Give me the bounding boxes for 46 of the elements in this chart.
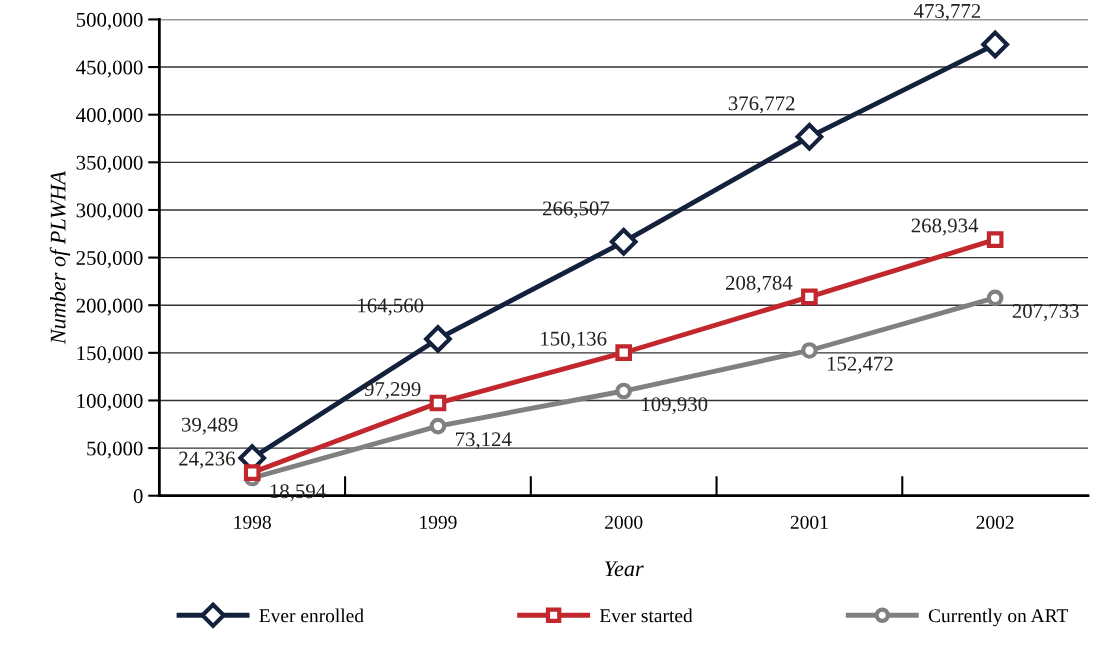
data-label: 24,236 — [179, 451, 235, 469]
y-tick-label: 0 — [133, 489, 143, 504]
point — [615, 344, 633, 362]
y-tick-label: 150,000 — [77, 346, 143, 364]
data-label: 97,299 — [364, 382, 421, 400]
data-label: 268,934 — [911, 218, 979, 236]
x-tick-label: 1999 — [420, 515, 457, 529]
y-tick-label: 100,000 — [77, 393, 143, 411]
x-tick-label: 2000 — [605, 515, 643, 529]
y-tick-label: 300,000 — [76, 203, 143, 221]
point — [609, 227, 638, 256]
point — [981, 30, 1010, 59]
point — [986, 231, 1004, 248]
data-label: 150,136 — [541, 331, 607, 349]
point — [795, 122, 824, 151]
data-label: 208,784 — [725, 275, 793, 293]
legend-label: Ever enrolled — [259, 608, 364, 623]
point — [986, 289, 1004, 307]
point — [424, 325, 452, 353]
x-axis-title: Year — [604, 561, 644, 577]
data-label: 152,472 — [827, 356, 893, 374]
data-label: 109,930 — [642, 397, 708, 415]
y-tick-label: 200,000 — [76, 298, 143, 316]
data-label: 207,733 — [1012, 304, 1079, 322]
point — [243, 464, 261, 481]
y-tick-label: 450,000 — [76, 60, 143, 78]
y-tick-label: 350,000 — [76, 155, 143, 173]
y-axis-title: Number of PLWHA — [49, 170, 71, 345]
x-tick-label: 2001 — [790, 515, 828, 529]
data-label: 473,772 — [913, 3, 981, 21]
legend-label: Currently on ART — [928, 608, 1068, 627]
point — [801, 342, 818, 359]
point — [615, 382, 633, 400]
data-label: 73,124 — [455, 432, 512, 450]
y-tick-label: 50,000 — [87, 441, 143, 459]
x-tick-label: 1998 — [234, 515, 271, 529]
x-tick-label: 2002 — [976, 515, 1014, 529]
point — [429, 417, 447, 435]
data-label: 39,489 — [182, 417, 238, 435]
point — [801, 288, 818, 306]
legend-label: Ever started — [599, 608, 693, 623]
y-tick-label: 400,000 — [76, 108, 143, 126]
point — [429, 394, 447, 412]
y-tick-label: 500,000 — [76, 12, 143, 30]
y-tick-label: 250,000 — [76, 250, 143, 269]
data-label: 376,772 — [728, 96, 795, 114]
